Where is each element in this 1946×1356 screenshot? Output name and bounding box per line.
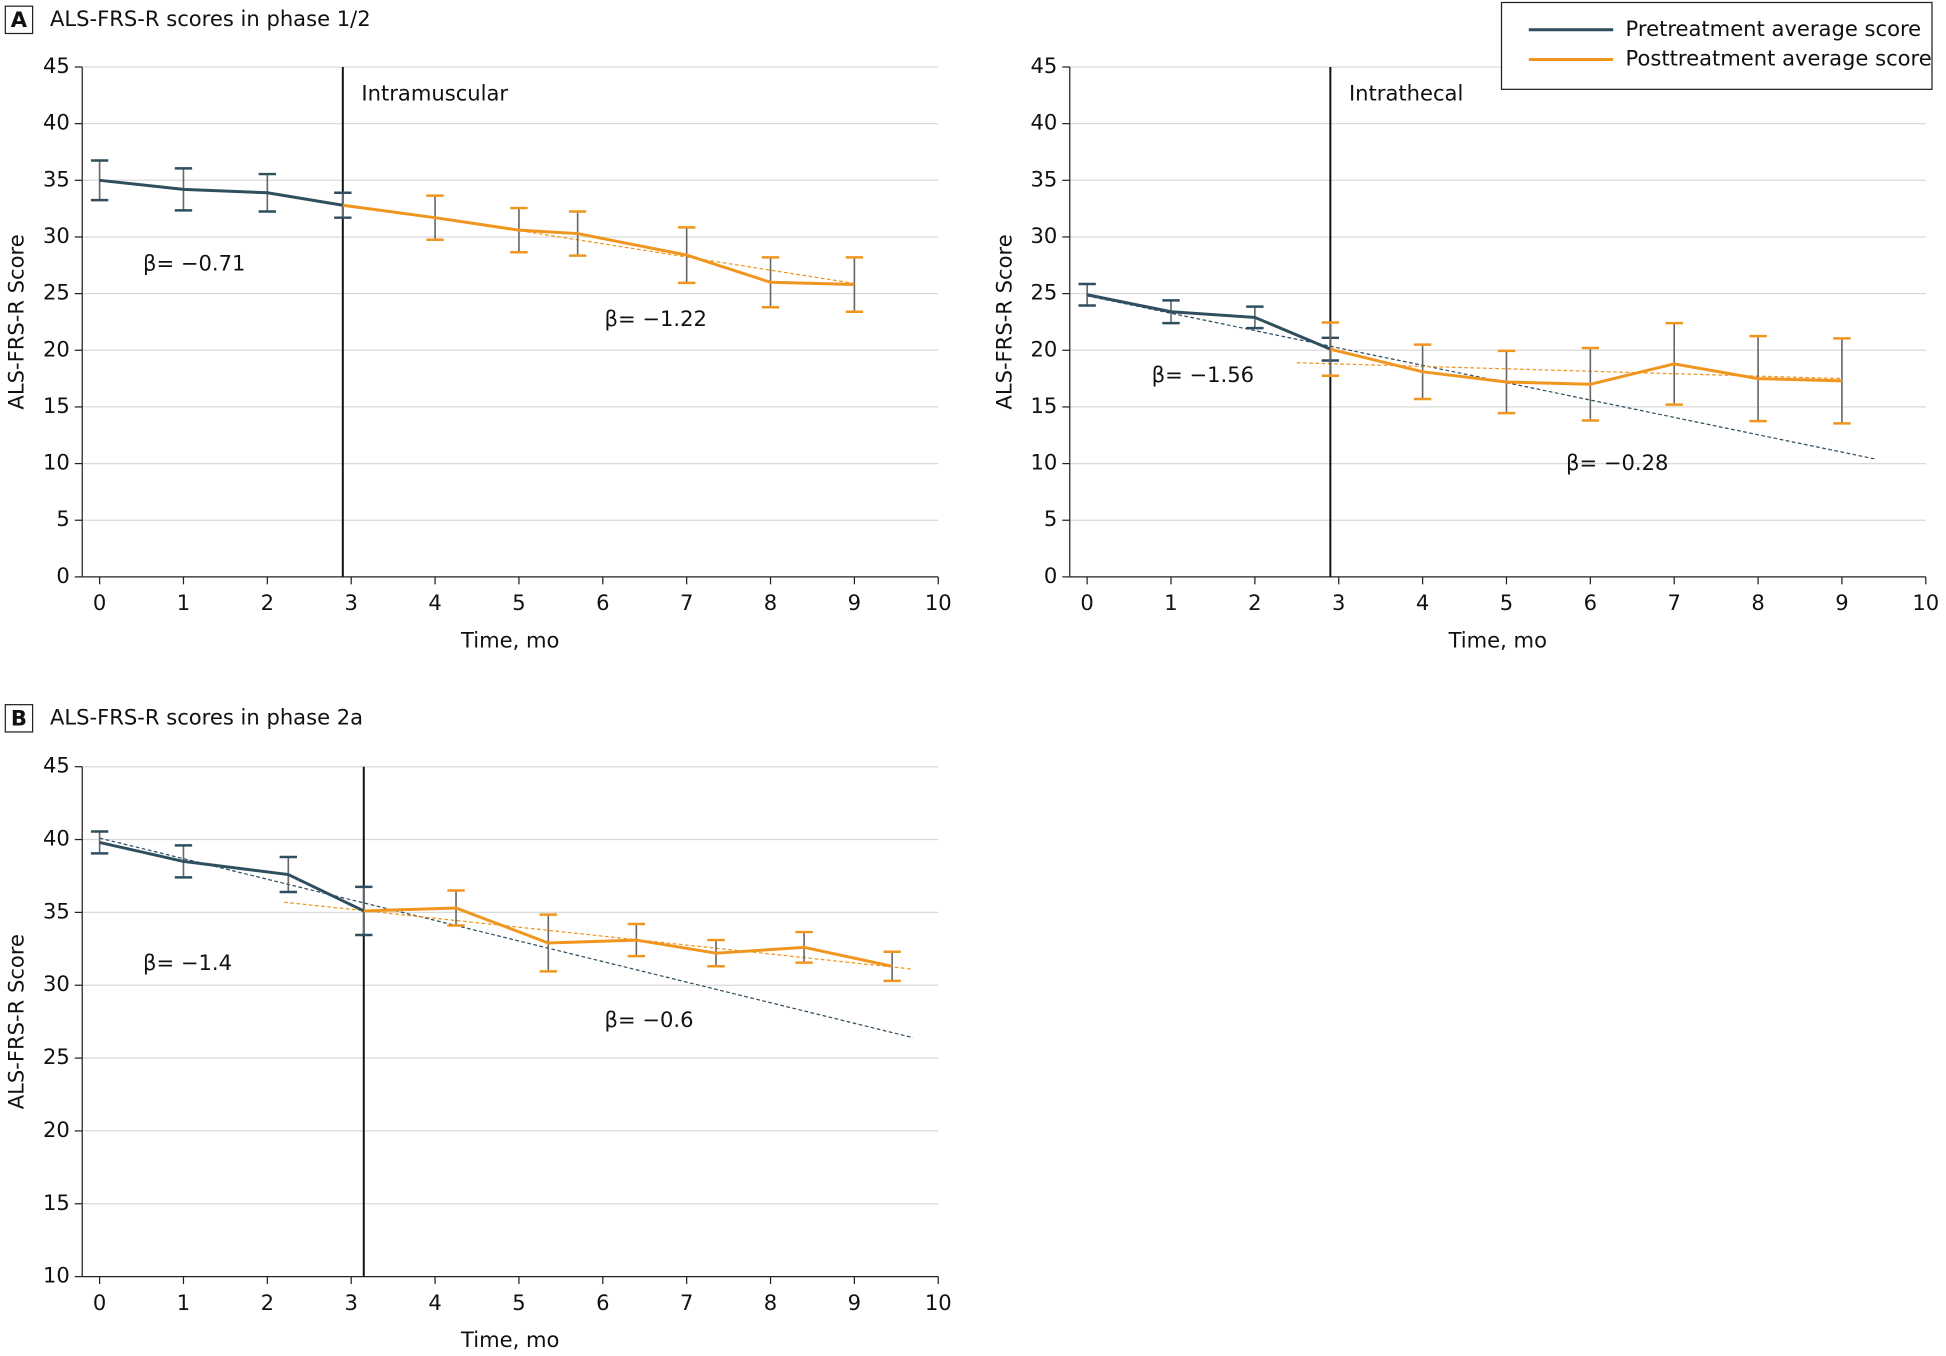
x-tick-label: 6 bbox=[596, 1290, 609, 1315]
x-tick-label: 9 bbox=[848, 1290, 861, 1315]
y-tick-label: 35 bbox=[1031, 166, 1058, 191]
y-tick-label: 40 bbox=[43, 110, 70, 135]
x-tick-label: 0 bbox=[93, 590, 106, 615]
y-tick-label: 45 bbox=[43, 753, 70, 778]
series-line bbox=[1329, 347, 1842, 386]
x-tick-label: 0 bbox=[1080, 590, 1093, 615]
y-tick-label: 30 bbox=[1031, 223, 1058, 248]
x-tick-label: 10 bbox=[1912, 590, 1939, 615]
y-tick-label: 30 bbox=[43, 223, 70, 248]
y-tick-label: 5 bbox=[56, 506, 69, 531]
y-tick-label: 0 bbox=[56, 563, 69, 588]
y-tick-label: 30 bbox=[43, 971, 70, 996]
y-tick-label: 20 bbox=[1031, 336, 1058, 361]
trend-line bbox=[99, 837, 914, 1039]
x-tick-label: 4 bbox=[1416, 590, 1429, 615]
y-axis-title: ALS-FRS-R Score bbox=[4, 234, 29, 409]
y-tick-label: 45 bbox=[43, 53, 70, 78]
series-line bbox=[99, 841, 365, 913]
y-tick-label: 35 bbox=[43, 166, 70, 191]
error-bar bbox=[1321, 321, 1340, 378]
y-tick-label: 20 bbox=[43, 336, 70, 361]
x-tick-label: 8 bbox=[1751, 590, 1764, 615]
x-tick-label: 2 bbox=[1248, 590, 1261, 615]
beta-annotation: β= −1.4 bbox=[143, 950, 232, 975]
y-tick-label: 35 bbox=[43, 898, 70, 923]
x-tick-label: 5 bbox=[512, 1290, 525, 1315]
y-tick-label: 25 bbox=[43, 280, 70, 305]
panel-label: A bbox=[11, 7, 28, 32]
beta-annotation: β= −1.56 bbox=[1152, 362, 1254, 387]
y-tick-label: 45 bbox=[1031, 53, 1058, 78]
x-tick-label: 8 bbox=[764, 590, 777, 615]
y-tick-label: 15 bbox=[43, 393, 70, 418]
y-tick-label: 40 bbox=[43, 826, 70, 851]
y-tick-label: 15 bbox=[43, 1190, 70, 1215]
x-tick-label: 0 bbox=[93, 1290, 106, 1315]
trend-line bbox=[1296, 362, 1842, 380]
y-tick-label: 40 bbox=[1031, 110, 1058, 135]
x-tick-label: 4 bbox=[428, 1290, 441, 1315]
trend-line bbox=[502, 227, 855, 285]
y-tick-label: 10 bbox=[43, 1263, 70, 1288]
treatment-label: Intramuscular bbox=[361, 80, 508, 105]
x-tick-label: 3 bbox=[1332, 590, 1345, 615]
series-line bbox=[342, 203, 855, 287]
chart-title: ALS-FRS-R scores in phase 1/2 bbox=[50, 6, 371, 31]
chart-title: ALS-FRS-R scores in phase 2a bbox=[50, 704, 363, 729]
trend-line bbox=[1087, 295, 1876, 460]
y-axis-title: ALS-FRS-R Score bbox=[4, 934, 29, 1109]
x-tick-label: 6 bbox=[596, 590, 609, 615]
x-tick-label: 10 bbox=[925, 590, 952, 615]
series-line bbox=[99, 178, 344, 207]
x-tick-label: 6 bbox=[1584, 590, 1597, 615]
beta-annotation: β= −0.28 bbox=[1566, 450, 1668, 475]
panel-label-box bbox=[4, 5, 34, 35]
x-tick-label: 7 bbox=[1667, 590, 1680, 615]
panel-label: B bbox=[11, 706, 27, 731]
y-tick-label: 0 bbox=[1044, 563, 1057, 588]
series-line bbox=[363, 906, 893, 968]
x-tick-label: 7 bbox=[680, 590, 693, 615]
beta-annotation: β= −0.71 bbox=[143, 250, 245, 275]
x-tick-label: 4 bbox=[428, 590, 441, 615]
x-tick-label: 9 bbox=[1835, 590, 1848, 615]
x-tick-label: 5 bbox=[512, 590, 525, 615]
x-tick-label: 8 bbox=[764, 1290, 777, 1315]
legend-label: Posttreatment average score bbox=[1626, 46, 1932, 71]
y-tick-label: 25 bbox=[43, 1044, 70, 1069]
y-axis-title: ALS-FRS-R Score bbox=[991, 234, 1016, 409]
y-tick-label: 20 bbox=[43, 1117, 70, 1142]
x-tick-label: 7 bbox=[680, 1290, 693, 1315]
legend-label: Pretreatment average score bbox=[1626, 16, 1922, 41]
beta-annotation: β= −1.22 bbox=[605, 306, 707, 331]
x-tick-label: 1 bbox=[177, 1290, 190, 1315]
y-tick-label: 5 bbox=[1044, 506, 1057, 531]
x-tick-label: 2 bbox=[261, 590, 274, 615]
x-tick-label: 9 bbox=[848, 590, 861, 615]
x-tick-label: 5 bbox=[1500, 590, 1513, 615]
treatment-label: Intrathecal bbox=[1349, 80, 1463, 105]
x-axis-title: Time, mo bbox=[460, 627, 559, 652]
panel-label-box bbox=[4, 704, 34, 733]
beta-annotation: β= −0.6 bbox=[605, 1007, 694, 1032]
x-tick-label: 10 bbox=[925, 1290, 952, 1315]
y-tick-label: 25 bbox=[1031, 280, 1058, 305]
x-axis-title: Time, mo bbox=[460, 1327, 559, 1352]
x-tick-label: 2 bbox=[261, 1290, 274, 1315]
x-axis-title: Time, mo bbox=[1448, 627, 1547, 652]
x-tick-label: 1 bbox=[1164, 590, 1177, 615]
y-tick-label: 10 bbox=[43, 450, 70, 475]
x-tick-label: 1 bbox=[177, 590, 190, 615]
series-line bbox=[1086, 293, 1331, 351]
y-tick-label: 15 bbox=[1031, 393, 1058, 418]
y-tick-label: 10 bbox=[1031, 450, 1058, 475]
x-tick-label: 3 bbox=[344, 1290, 357, 1315]
legend-box bbox=[1500, 1, 1933, 90]
x-tick-label: 3 bbox=[344, 590, 357, 615]
